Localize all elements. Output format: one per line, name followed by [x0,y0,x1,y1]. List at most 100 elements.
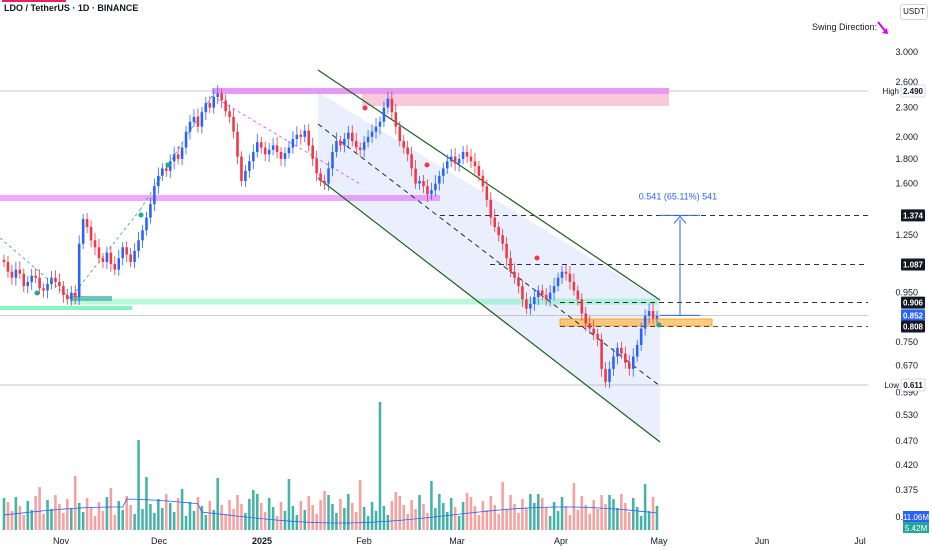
candle-body [536,290,540,298]
volume-bar [438,494,441,530]
volume-bar [588,514,591,530]
candle-body [176,154,180,159]
volume-bar [256,494,259,530]
candle-body [224,100,227,112]
price-tick-label: 0.375 [895,485,918,495]
volume-bar [442,503,445,530]
time-axis-label: 2025 [252,536,272,546]
candle-body [291,138,295,148]
swing-dot [424,162,430,168]
volume-bar [544,507,548,530]
candle-body [279,152,283,159]
volume-bar [449,498,453,530]
candle-body [271,145,275,150]
swing-dot [34,290,40,296]
volume-bar [117,501,121,530]
volume-bar [93,516,97,530]
candle-body [85,219,89,228]
volume-bar [394,492,398,530]
trend-dash-4 [211,95,363,186]
candle-body [252,152,255,162]
volume-bar [216,478,219,530]
price-tick-label: 0.470 [895,436,918,446]
candle-body [113,263,117,270]
candle-body [311,145,314,159]
volume-bar [188,502,192,530]
entry-zone-orange [559,318,713,327]
price-tick-label: 2.300 [895,103,918,113]
volume-bar [473,506,477,530]
candle-body [350,132,354,142]
volume-bar [485,510,489,530]
volume-bar [358,480,362,530]
volume-bar [192,511,196,530]
price-tag-box [901,258,925,271]
volume-bar [378,402,382,530]
volume-bar [584,505,588,530]
volume-bar [267,498,271,530]
volume-bar [497,514,500,530]
trend-dash-3 [139,95,213,211]
price-tick-label: 0.750 [895,337,918,347]
volume-bar [50,509,53,530]
candle-body [339,141,342,146]
candle-body [228,111,231,117]
price-tag-box [900,84,926,98]
time-axis-label: Dec [151,536,168,546]
volume-bar [469,497,473,530]
candle-body [509,258,512,272]
volume-bar [426,513,429,530]
candle-body [204,103,208,113]
volume-bar [164,494,168,530]
candle-body [620,347,623,354]
swing-arrow-icon [877,21,888,34]
volume-bar [121,510,125,530]
candle-body [248,161,251,171]
candle-body [449,156,453,162]
volume-bar [200,506,204,530]
candle-body [10,271,14,278]
candle-body [624,353,627,363]
candle-body [655,315,659,319]
candle-body [26,281,30,287]
candle-body [208,103,212,108]
volume-bar [366,516,370,530]
volume-bar [133,514,136,530]
price-tag-box [901,296,925,309]
volume-bar [259,503,263,530]
volume-bar [350,503,354,530]
volume-bar [398,496,402,530]
currency-label[interactable]: USDT [900,4,928,20]
supply-zone-pink [362,94,669,106]
volume-bar [620,494,623,530]
candle-body [568,273,572,282]
volume-bar [70,508,73,530]
volume-bar [453,507,457,530]
candle-body [315,158,318,174]
candle-body [38,277,41,289]
volume-bar [275,516,279,530]
time-axis-label: Apr [554,536,568,546]
time-axis-label: Feb [356,536,372,546]
volume-bar [564,506,568,530]
volume-tag-box [903,522,929,533]
volume-bar [85,498,89,530]
candle-body [465,152,469,157]
volume-bar [220,505,223,530]
candle-body [576,290,580,300]
candle-body [232,116,235,132]
volume-bar [580,496,584,530]
candle-body [517,277,520,287]
volume-bar [382,506,386,530]
volume-bar [533,503,536,530]
volume-bar [168,503,172,530]
volume-bar [196,497,200,530]
price-tick-label: 0.420 [895,460,918,470]
candle-body [430,190,433,195]
volume-bar [604,504,607,530]
volume-bar [461,502,465,530]
candle-body [533,297,536,304]
price-tag-box [901,209,925,222]
